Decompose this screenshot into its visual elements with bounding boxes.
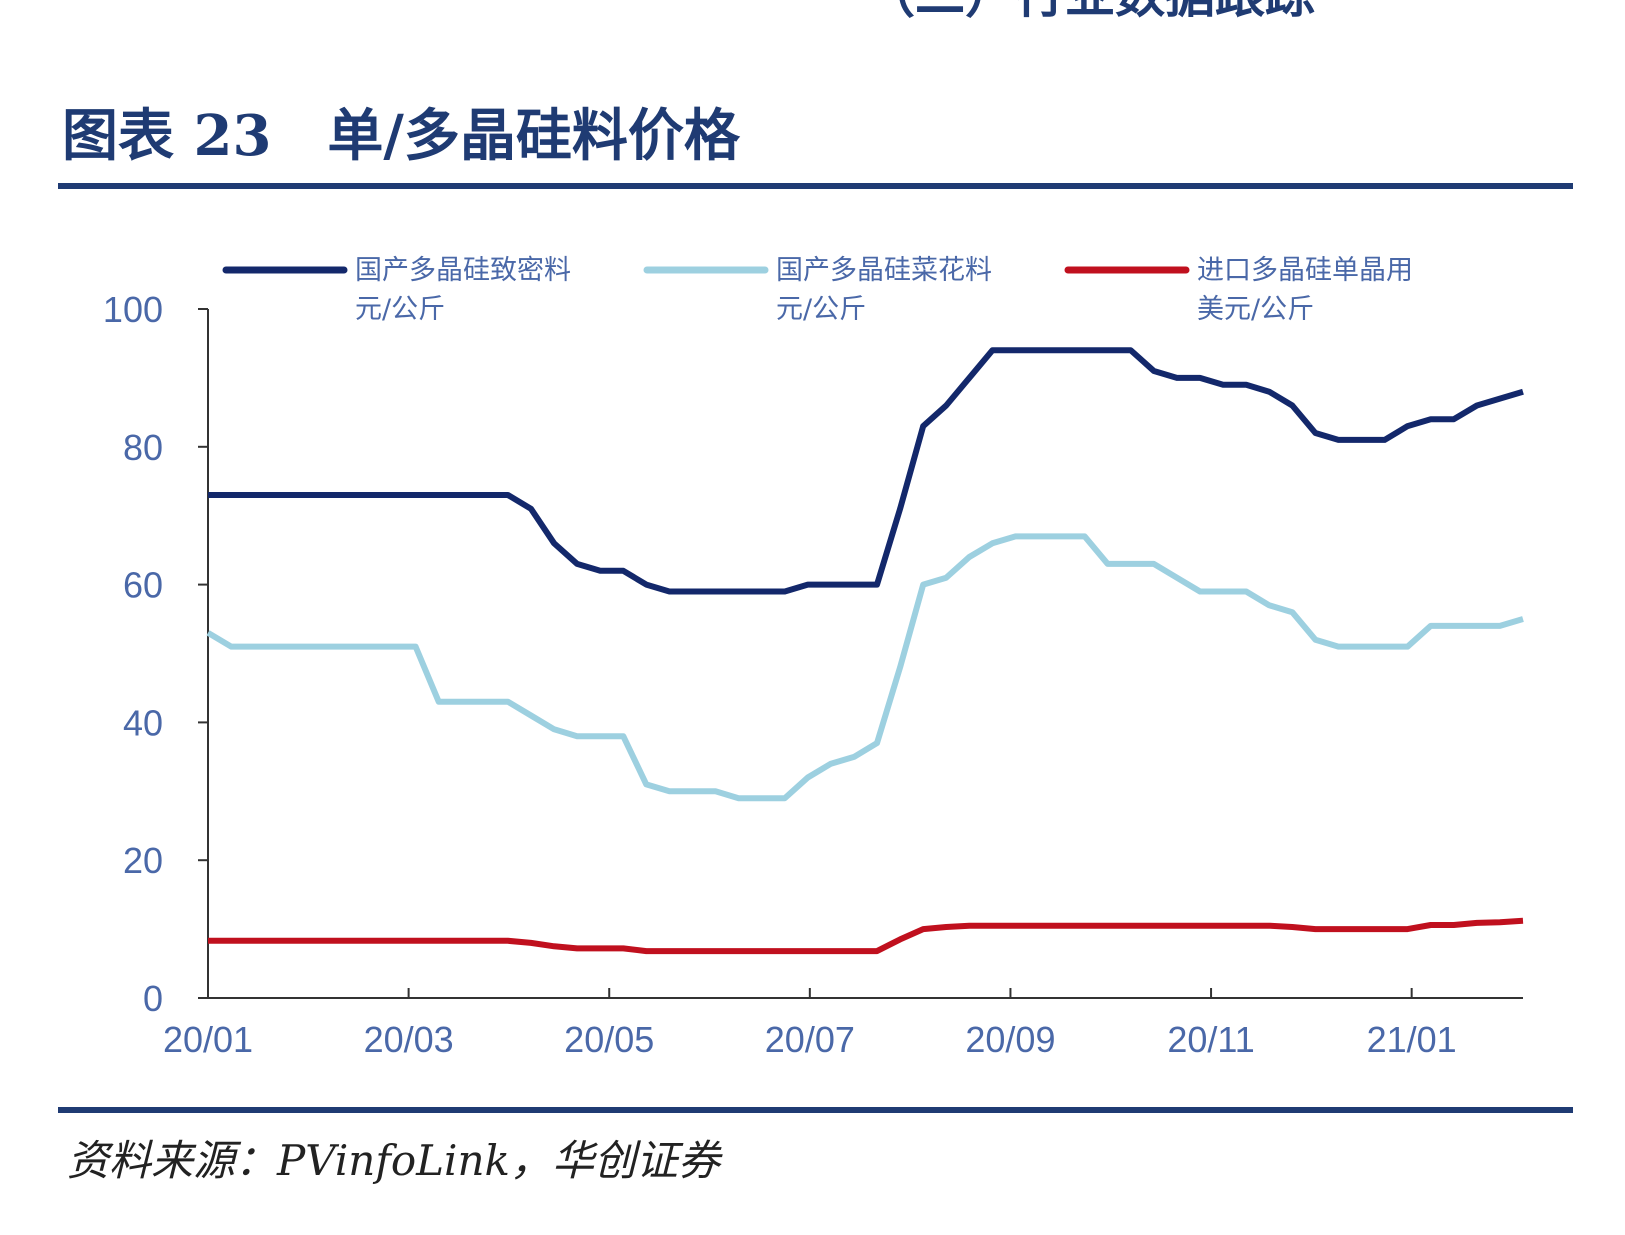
series-line [208,917,1524,955]
x-tick-label: 20/01 [163,1019,253,1060]
x-tick-label: 21/01 [1367,1019,1457,1060]
x-tick-label: 20/09 [965,1019,1055,1060]
x-tick-label: 20/07 [765,1019,855,1060]
y-tick-label: 20 [123,840,163,881]
x-tick-label: 20/11 [1167,1019,1254,1060]
bottom-rule [58,1107,1573,1113]
y-tick-label: 0 [143,978,163,1019]
legend-label: 国产多晶硅菜花料 [776,255,992,286]
top-rule [58,183,1573,189]
legend-unit: 元/公斤 [776,294,866,325]
y-tick-label: 60 [123,565,163,606]
legend-label: 进口多晶硅单晶用 [1197,255,1413,286]
y-tick-label: 40 [123,702,163,743]
section-heading: （二）行业数据跟踪 [865,0,1315,24]
y-tick-label: 80 [123,427,163,468]
legend-label: 国产多晶硅致密料 [355,255,571,286]
series-line [206,533,1524,802]
x-tick-label: 20/03 [364,1019,454,1060]
source-note: 资料来源：PVinfoLink，华创证券 [67,1136,723,1185]
legend-unit: 美元/公斤 [1197,294,1314,325]
figure-title: 图表 23 单/多晶硅料价格 [62,103,741,169]
series-line [208,347,1524,595]
y-tick-label: 100 [103,289,163,330]
x-tick-label: 20/05 [564,1019,654,1060]
legend-unit: 元/公斤 [355,294,445,325]
